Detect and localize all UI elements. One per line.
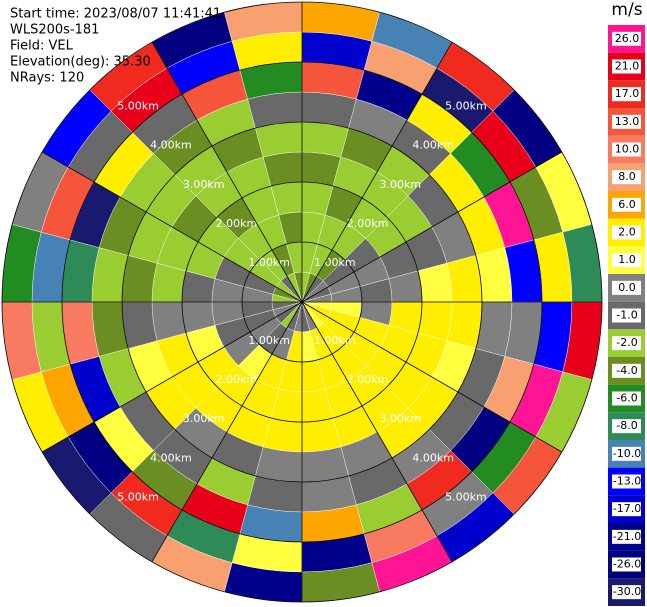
- azimuth-spoke: [301, 151, 563, 303]
- colorbar-label-bg: [612, 31, 641, 46]
- colorbar-label-bg: [612, 87, 641, 102]
- colorbar-label-bg: [612, 363, 641, 378]
- gate-cell: [446, 255, 483, 303]
- colorbar-tick-label: -6.0: [616, 392, 637, 405]
- range-ring-label: 3.00km: [183, 412, 225, 425]
- header-line: WLS200s-181: [10, 23, 99, 38]
- colorbar-tick-label: -4.0: [616, 364, 637, 377]
- range-ring-label: 1.00km: [314, 256, 356, 269]
- colorbar-label-bg: [612, 142, 641, 157]
- gate-cell: [446, 301, 483, 349]
- header-line: NRays: 120: [10, 71, 84, 86]
- colorbar-tick-label: 8.0: [618, 170, 636, 183]
- azimuth-spoke: [41, 301, 303, 453]
- colorbar-tick-label: -8.0: [616, 419, 637, 432]
- range-ring-label: 2.00km: [347, 217, 389, 230]
- range-ring-label: 3.00km: [380, 178, 422, 191]
- gate-cell: [255, 446, 303, 483]
- range-ring-label: 5.00km: [117, 490, 159, 503]
- azimuth-spoke: [41, 151, 303, 303]
- colorbar-label-bg: [612, 474, 641, 489]
- colorbar-label-bg: [612, 419, 641, 434]
- colorbar-tick-label: -26.0: [613, 558, 641, 571]
- colorbar: 26.0 21.0 17.0 13.0 10.0 8.0 6.0 2.0 1.0 0.0 -1.0 -…: [608, 25, 645, 606]
- colorbar-label-bg: [612, 336, 641, 351]
- colorbar-tick-label: -1.0: [616, 309, 637, 322]
- colorbar-tick-label: -2.0: [616, 336, 637, 349]
- azimuth-spoke: [301, 301, 563, 453]
- gate-cell: [301, 446, 349, 483]
- range-ring-label: 5.00km: [445, 490, 487, 503]
- range-ring-label: 2.00km: [216, 217, 258, 230]
- header-line: Elevation(deg): 35.30: [10, 55, 151, 70]
- colorbar-label-bg: [612, 391, 641, 406]
- colorbar-tick-label: -13.0: [613, 475, 641, 488]
- colorbar-label-bg: [612, 253, 641, 268]
- header-line: Field: VEL: [10, 39, 74, 54]
- colorbar-tick-label: 1.0: [618, 253, 636, 266]
- colorbar-tick-label: 10.0: [615, 143, 640, 156]
- overlay: 1.00km 1.00km 1.00km 1.00km 2.00km 2.00km 2.00…: [1, 1, 603, 603]
- azimuth-spoke: [301, 301, 453, 563]
- range-ring-label: 4.00km: [412, 139, 454, 152]
- colorbar-tick-label: 0.0: [618, 281, 636, 294]
- colorbar-label-bg: [612, 197, 641, 212]
- colorbar-label-bg: [612, 446, 641, 461]
- colorbar-label-bg: [612, 585, 641, 600]
- colorbar-tick-label: -21.0: [613, 530, 641, 543]
- azimuth-spoke: [151, 41, 303, 303]
- range-ring-label: 5.00km: [445, 100, 487, 113]
- range-ring-label: 2.00km: [347, 373, 389, 386]
- colorbar-tick-label: 2.0: [618, 226, 636, 239]
- colorbar-label-bg: [612, 502, 641, 517]
- colorbar-tick-label: 17.0: [615, 87, 640, 100]
- range-ring-label: 4.00km: [412, 451, 454, 464]
- colorbar-label-bg: [612, 225, 641, 240]
- gate-cell: [121, 301, 158, 349]
- range-ring-label: 1.00km: [248, 256, 290, 269]
- header-line: Start time: 2023/08/07 11:41:41: [10, 7, 221, 22]
- gate-cell: [121, 255, 158, 303]
- colorbar-label-bg: [612, 114, 641, 129]
- colorbar-tick-label: 21.0: [615, 60, 640, 73]
- range-ring-label: 3.00km: [183, 178, 225, 191]
- colorbar-tick-label: -17.0: [613, 502, 641, 515]
- colorbar-tick-label: 26.0: [615, 32, 640, 45]
- colorbar-label-bg: [612, 529, 641, 544]
- colorbar-label-bg: [612, 170, 641, 185]
- azimuth-spoke: [301, 41, 453, 303]
- range-ring-label: 2.00km: [216, 373, 258, 386]
- colorbar-tick-label: -30.0: [613, 585, 641, 598]
- colorbar-label-bg: [612, 280, 641, 295]
- colorbar-tick-label: 6.0: [618, 198, 636, 211]
- range-ring-label: 1.00km: [248, 334, 290, 347]
- colorbar-tick-label: -10.0: [613, 447, 641, 460]
- range-ring-label: 5.00km: [117, 100, 159, 113]
- range-ring-label: 4.00km: [150, 451, 192, 464]
- gate-cell: [301, 121, 349, 158]
- colorbar-title: m/s: [611, 0, 642, 20]
- ppi-field: [1, 1, 603, 603]
- range-ring-label: 1.00km: [314, 334, 356, 347]
- azimuth-spoke: [151, 301, 303, 563]
- gate-cell: [255, 121, 303, 158]
- range-ring-label: 3.00km: [380, 412, 422, 425]
- range-ring-label: 4.00km: [150, 139, 192, 152]
- colorbar-label-bg: [612, 59, 641, 74]
- colorbar-label-bg: [612, 308, 641, 323]
- colorbar-label-bg: [612, 557, 641, 572]
- colorbar-tick-label: 13.0: [615, 115, 640, 128]
